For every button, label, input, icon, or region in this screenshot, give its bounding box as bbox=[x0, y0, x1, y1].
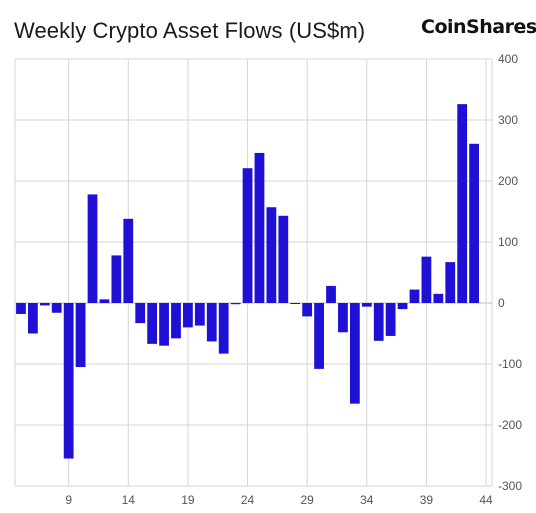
flow-bar bbox=[349, 303, 360, 404]
flow-bar bbox=[230, 303, 241, 305]
flow-bar bbox=[397, 303, 408, 310]
y-tick-label: 0 bbox=[498, 296, 505, 310]
flow-bar bbox=[338, 303, 348, 333]
flow-bar bbox=[159, 303, 169, 346]
x-tick-label: 14 bbox=[122, 493, 136, 507]
flow-bar bbox=[242, 168, 253, 303]
flow-bar bbox=[266, 207, 277, 303]
y-tick-label: 200 bbox=[498, 174, 518, 188]
flow-bar bbox=[314, 303, 324, 369]
flow-bar bbox=[302, 303, 313, 317]
flow-bar bbox=[123, 218, 134, 303]
flow-bar bbox=[135, 303, 146, 324]
flow-bar bbox=[254, 152, 265, 303]
flow-bar bbox=[373, 303, 384, 341]
flow-bar bbox=[278, 215, 289, 303]
x-axis-labels: 9 14 19 24 29 34 39 44 bbox=[65, 493, 493, 507]
flow-bar bbox=[194, 303, 205, 326]
flow-bar bbox=[39, 303, 50, 306]
flow-bar bbox=[63, 303, 74, 459]
flow-bar bbox=[206, 303, 217, 342]
flow-bar bbox=[326, 285, 336, 303]
flow-bar bbox=[183, 303, 193, 328]
x-tick-label: 44 bbox=[479, 493, 493, 507]
flow-bar bbox=[171, 303, 181, 339]
y-tick-label: -200 bbox=[498, 418, 522, 432]
y-tick-label: 400 bbox=[498, 52, 518, 66]
flow-bar bbox=[445, 262, 456, 303]
flow-bar bbox=[51, 303, 62, 313]
flow-bar bbox=[421, 256, 432, 303]
y-tick-label: -100 bbox=[498, 357, 522, 371]
y-tick-label: -300 bbox=[498, 479, 522, 493]
flow-bar bbox=[147, 303, 158, 344]
flow-bar bbox=[385, 303, 396, 336]
flow-bar bbox=[457, 104, 468, 303]
grid-lines bbox=[14, 58, 493, 487]
flow-bar bbox=[218, 303, 229, 354]
flow-bar bbox=[27, 303, 38, 334]
y-axis-labels: 400 300 200 100 0 -100 -200 -300 bbox=[498, 52, 522, 493]
y-tick-label: 300 bbox=[498, 113, 518, 127]
flow-bar bbox=[433, 293, 444, 303]
flow-bar bbox=[111, 255, 122, 303]
flow-bar bbox=[16, 303, 26, 314]
x-tick-label: 9 bbox=[65, 493, 72, 507]
chart-title: Weekly Crypto Asset Flows (US$m) bbox=[14, 18, 366, 43]
x-tick-label: 19 bbox=[181, 493, 195, 507]
y-tick-label: 100 bbox=[498, 235, 518, 249]
flow-bar bbox=[361, 303, 372, 307]
x-tick-label: 39 bbox=[420, 493, 434, 507]
flow-bar bbox=[87, 194, 98, 303]
bar-series bbox=[16, 104, 480, 459]
flow-bar bbox=[75, 303, 86, 368]
coinshares-logo: CoinShares bbox=[421, 16, 536, 38]
flow-bar bbox=[290, 303, 301, 304]
flow-bar bbox=[409, 289, 420, 303]
flow-bar bbox=[469, 143, 480, 303]
x-tick-label: 34 bbox=[360, 493, 374, 507]
x-tick-label: 24 bbox=[241, 493, 255, 507]
flow-bar bbox=[99, 299, 110, 303]
x-tick-label: 29 bbox=[300, 493, 314, 507]
